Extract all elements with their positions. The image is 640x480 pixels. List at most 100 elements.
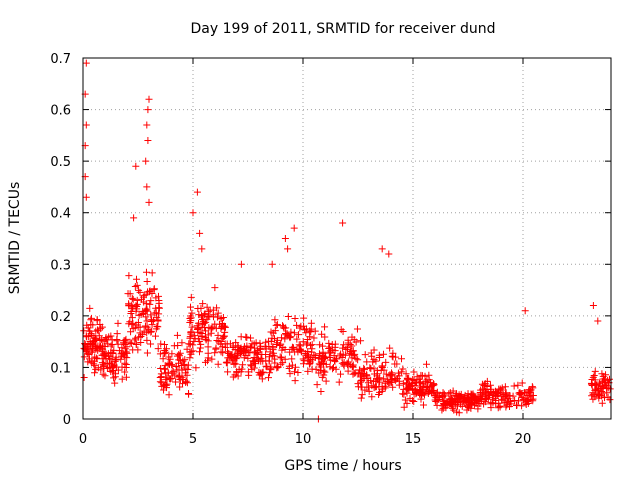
data-point xyxy=(277,334,285,342)
data-point xyxy=(224,368,232,376)
data-point xyxy=(189,209,197,217)
data-point xyxy=(357,337,365,345)
data-point xyxy=(315,360,323,368)
data-point xyxy=(363,373,371,381)
data-point xyxy=(422,378,430,386)
data-point xyxy=(308,348,316,356)
data-point xyxy=(274,363,282,371)
data-point xyxy=(184,361,192,369)
data-point xyxy=(175,356,183,364)
data-point xyxy=(87,314,95,322)
data-point xyxy=(213,336,221,344)
data-point xyxy=(356,366,364,374)
data-point xyxy=(185,390,193,398)
data-point xyxy=(128,314,136,322)
data-point xyxy=(447,398,455,406)
data-point xyxy=(406,380,414,388)
data-point xyxy=(132,162,140,170)
data-point xyxy=(455,409,463,417)
data-point xyxy=(192,364,200,372)
data-point xyxy=(181,356,189,364)
data-point xyxy=(321,368,329,376)
data-point xyxy=(108,364,116,372)
data-point xyxy=(146,300,154,308)
data-point xyxy=(432,397,440,405)
data-point xyxy=(594,317,602,325)
data-point xyxy=(92,345,100,353)
data-point xyxy=(211,349,219,357)
data-point xyxy=(606,385,614,393)
data-point xyxy=(368,393,376,401)
data-point xyxy=(93,315,101,323)
data-point xyxy=(224,348,232,356)
data-point xyxy=(221,323,229,331)
data-point xyxy=(288,355,296,363)
data-point xyxy=(148,321,156,329)
data-point xyxy=(403,389,411,397)
data-point xyxy=(382,370,390,378)
data-point xyxy=(330,352,338,360)
data-point xyxy=(378,362,386,370)
data-point xyxy=(144,106,152,114)
y-tick-label: 0.2 xyxy=(50,310,71,325)
data-point xyxy=(388,370,396,378)
data-point xyxy=(114,340,122,348)
data-point xyxy=(290,224,298,232)
data-point xyxy=(513,401,521,409)
data-point xyxy=(213,313,221,321)
data-point xyxy=(419,401,427,409)
data-point xyxy=(496,402,504,410)
data-point xyxy=(186,340,194,348)
data-point xyxy=(439,402,447,410)
data-point xyxy=(112,353,120,361)
data-point xyxy=(107,349,115,357)
data-point xyxy=(435,394,443,402)
data-point xyxy=(157,373,165,381)
data-point xyxy=(198,320,206,328)
data-point xyxy=(389,383,397,391)
data-point xyxy=(318,373,326,381)
data-point xyxy=(262,350,270,358)
data-point xyxy=(94,326,102,334)
data-point xyxy=(588,375,596,383)
data-point xyxy=(156,374,164,382)
data-point xyxy=(297,322,305,330)
data-point xyxy=(288,345,296,353)
data-point xyxy=(101,372,109,380)
data-point xyxy=(526,393,534,401)
y-tick-label: 0.6 xyxy=(50,104,71,119)
data-point xyxy=(491,396,499,404)
data-point xyxy=(262,338,270,346)
data-point xyxy=(126,290,134,298)
data-point xyxy=(98,323,106,331)
data-point xyxy=(80,327,88,335)
data-point xyxy=(525,387,533,395)
data-point xyxy=(252,339,260,347)
data-point xyxy=(346,340,354,348)
data-point xyxy=(417,388,425,396)
data-point xyxy=(529,397,537,405)
data-point xyxy=(285,362,293,370)
data-point xyxy=(143,278,151,286)
data-point xyxy=(120,339,128,347)
data-point xyxy=(319,342,327,350)
data-point xyxy=(376,354,384,362)
data-point xyxy=(357,371,365,379)
data-point xyxy=(84,346,92,354)
data-point xyxy=(299,338,307,346)
data-point xyxy=(295,341,303,349)
data-point xyxy=(316,341,324,349)
data-point xyxy=(487,400,495,408)
data-point xyxy=(276,341,284,349)
data-point xyxy=(372,357,380,365)
data-point xyxy=(88,348,96,356)
data-point xyxy=(343,359,351,367)
data-point xyxy=(598,370,606,378)
data-point xyxy=(291,314,299,322)
data-point xyxy=(206,306,214,314)
data-point xyxy=(173,331,181,339)
data-point xyxy=(294,368,302,376)
data-point xyxy=(88,347,96,355)
data-point xyxy=(501,390,509,398)
data-point xyxy=(239,349,247,357)
